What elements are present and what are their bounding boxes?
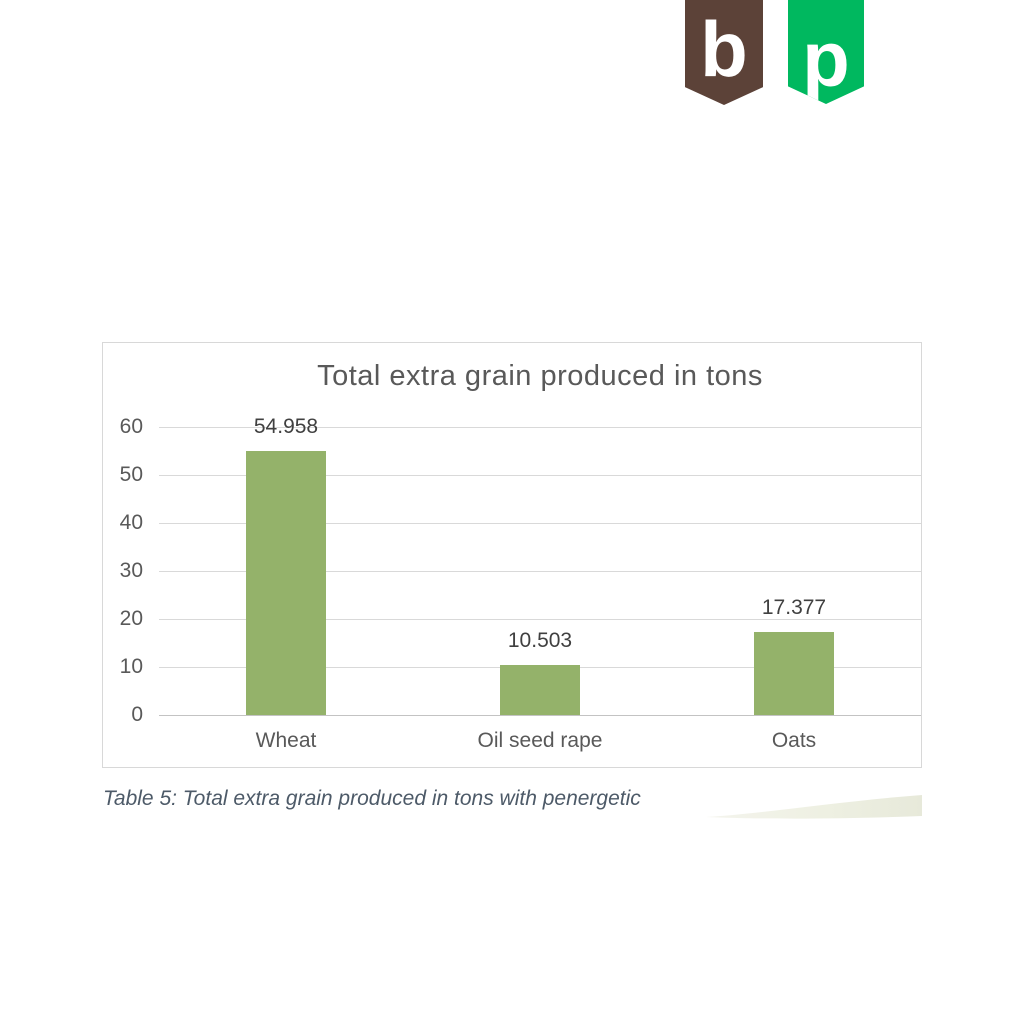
bar-oil-seed-rape <box>500 664 580 715</box>
bar-wheat <box>246 451 326 715</box>
x-axis-category-label-oil-seed-rape: Oil seed rape <box>477 729 603 752</box>
plot-area: 0 10 20 30 40 50 60 54.958 Wheat 10.503 Oil seed r… <box>120 415 921 752</box>
y-axis-tick-label-20: 20 <box>119 607 143 630</box>
gridline-y0 <box>159 714 921 716</box>
y-axis-tick-label-40: 40 <box>119 511 143 534</box>
y-axis-tick-label-60: 60 <box>119 415 143 438</box>
swoosh-decoration <box>706 795 922 819</box>
y-axis-tick-label-50: 50 <box>119 463 143 486</box>
chart-title: Total extra grain produced in tons <box>317 360 763 392</box>
y-axis-tick-label-30: 30 <box>119 559 143 582</box>
logo-badge-b: b <box>685 0 763 105</box>
chart-caption: Table 5: Total extra grain produced in t… <box>103 787 641 810</box>
data-label-wheat: 54.958 <box>253 415 319 439</box>
y-axis-tick-label-0: 0 <box>131 703 143 726</box>
gridline-y50 <box>159 474 921 476</box>
bar-oats <box>754 631 834 715</box>
gridline-y40 <box>159 522 921 524</box>
x-axis-category-label-oats: Oats <box>771 729 817 752</box>
gridline-y60 <box>159 426 921 428</box>
logo-letter-b: b <box>700 4 748 93</box>
gridline-y20 <box>159 618 921 620</box>
data-label-oil-seed-rape: 10.503 <box>507 628 573 652</box>
chart-panel: Total extra grain produced in tons 0 10 20… <box>102 342 922 768</box>
logo-letter-p: p <box>802 15 850 103</box>
logo-badge-p: p <box>788 0 864 104</box>
x-axis-category-label-wheat: Wheat <box>255 729 317 752</box>
gridline-y30 <box>159 570 921 572</box>
data-label-oats: 17.377 <box>761 595 827 619</box>
y-axis-tick-label-10: 10 <box>119 655 143 678</box>
